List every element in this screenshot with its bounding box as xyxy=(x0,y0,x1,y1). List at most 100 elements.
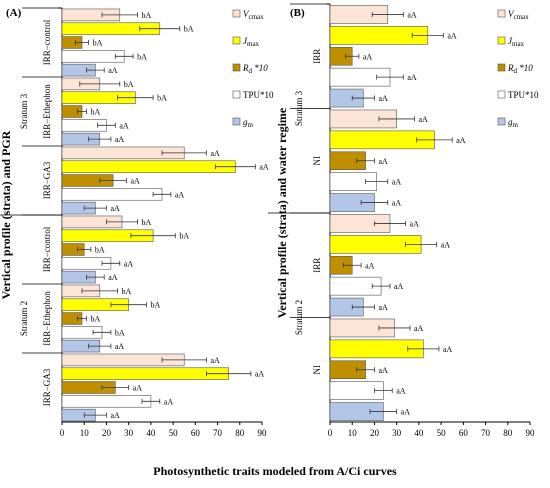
significance-label: aA xyxy=(392,199,402,208)
significance-label: aA xyxy=(110,204,120,213)
legend-label-tpu: TPU*10 xyxy=(508,90,539,100)
bar-tpu xyxy=(61,188,163,201)
significance-label: bA xyxy=(142,218,152,227)
significance-label: aA xyxy=(115,342,125,351)
x-tick-label: 30 xyxy=(124,428,134,438)
stratum-label: Stratum 3 xyxy=(294,90,304,126)
significance-label: aA xyxy=(124,259,134,268)
legend-swatch-jmax xyxy=(497,36,506,45)
x-tick-label: 10 xyxy=(80,428,90,438)
significance-label: aA xyxy=(418,115,428,124)
legend-swatch-jmax xyxy=(232,36,241,45)
legend-swatch-rd xyxy=(232,63,241,72)
significance-label: aA xyxy=(259,163,269,172)
group-label: IRR−control xyxy=(42,19,52,65)
legend-swatch-tpu xyxy=(232,90,241,99)
bar-tpu xyxy=(61,395,152,408)
panel-tag: (A) xyxy=(6,7,22,19)
x-tick-label: 70 xyxy=(213,428,223,438)
group-label: IRR−GA3 xyxy=(42,368,52,406)
x-tick-label: 60 xyxy=(191,428,201,438)
significance-label: aA xyxy=(115,135,125,144)
panel-tag: (B) xyxy=(290,7,305,19)
significance-label: bA xyxy=(157,94,167,103)
x-tick-label: 0 xyxy=(328,428,333,438)
y-axis-title: Vertical profile (strata) and water regi… xyxy=(275,107,289,318)
legend-label-gm: gm xyxy=(243,117,254,129)
legend-label-jmax: Jmax xyxy=(508,36,525,48)
significance-label: aA xyxy=(363,52,373,61)
x-tick-label: 40 xyxy=(146,428,156,438)
significance-label: bA xyxy=(90,315,100,324)
significance-label: bA xyxy=(90,108,100,117)
bar-jmax xyxy=(61,367,229,380)
legend-label-tpu: TPU*10 xyxy=(243,90,274,100)
x-tick-label: 50 xyxy=(169,428,179,438)
significance-label: aA xyxy=(456,136,466,145)
bar-jmax xyxy=(61,160,236,173)
group-label: IRR−GA3 xyxy=(42,161,52,199)
significance-label: bA xyxy=(137,52,147,61)
bar-tpu xyxy=(61,50,125,63)
significance-label: aA xyxy=(414,324,424,333)
x-tick-label: 90 xyxy=(526,428,536,438)
figure-x-axis-label: Photosynthetic traits modeled from A/Ci … xyxy=(153,464,397,478)
significance-label: aA xyxy=(164,397,174,406)
x-tick-label: 80 xyxy=(235,428,245,438)
legend-label-rd: Rd *10 xyxy=(507,63,533,75)
group-label: IRR xyxy=(312,49,322,64)
x-tick-label: 60 xyxy=(459,428,469,438)
significance-label: bA xyxy=(150,301,160,310)
significance-label: bA xyxy=(115,328,125,337)
x-tick-label: 50 xyxy=(437,428,447,438)
legend-swatch-vcmax xyxy=(232,9,241,18)
x-tick-label: 10 xyxy=(348,428,358,438)
significance-label: aA xyxy=(378,157,388,166)
x-tick-label: 80 xyxy=(503,428,513,438)
legend-label-rd: Rd *10 xyxy=(242,63,268,75)
legend-swatch-gm xyxy=(232,117,241,126)
significance-label: aA xyxy=(392,178,402,187)
y-axis-title: Vertical profile (strata) and PGR xyxy=(0,130,13,299)
significance-label: aA xyxy=(130,177,140,186)
x-tick-label: 90 xyxy=(258,428,268,438)
significance-label: aA xyxy=(407,73,417,82)
legend-swatch-gm xyxy=(497,117,506,126)
significance-label: aA xyxy=(401,408,411,417)
x-tick-label: 30 xyxy=(392,428,402,438)
chart-panel-b: (B) 0 10 20 30 40 50 60 70 80 90 IRR aA aA aA aA aA NI aA a… xyxy=(268,3,539,438)
chart-panel-a: (A) 0 10 20 30 40 50 60 70 80 90 IRR−control bA bA bA b… xyxy=(0,7,274,438)
group-label: IRR−Ethephon xyxy=(42,291,52,346)
legend-label-jmax: Jmax xyxy=(243,36,260,48)
stratum-label: Stratum 3 xyxy=(19,93,29,129)
significance-label: aA xyxy=(119,121,129,130)
legend-label-gm: gm xyxy=(508,117,519,129)
significance-label: aA xyxy=(108,273,118,282)
legend-swatch-vcmax xyxy=(497,9,506,18)
significance-label: aA xyxy=(378,94,388,103)
significance-label: aA xyxy=(255,370,265,379)
significance-label: aA xyxy=(108,66,118,75)
group-label: IRR xyxy=(312,258,322,273)
legend-swatch-rd xyxy=(497,63,506,72)
stratum-label: Stratum 2 xyxy=(294,300,304,335)
significance-label: aA xyxy=(210,356,220,365)
significance-label: aA xyxy=(110,411,120,420)
significance-label: aA xyxy=(410,219,420,228)
significance-label: aA xyxy=(396,387,406,396)
significance-label: aA xyxy=(175,190,185,199)
legend-label-vcmax: Vcmax xyxy=(508,9,529,21)
significance-label: bA xyxy=(93,39,103,48)
significance-label: aA xyxy=(443,345,453,354)
legend: Vcmax Jmax Rd *10 TPU*10 gm xyxy=(497,9,539,129)
significance-label: aA xyxy=(365,261,375,270)
group-label: NI xyxy=(312,156,322,166)
significance-label: aA xyxy=(394,282,404,291)
legend-swatch-tpu xyxy=(497,90,506,99)
significance-label: bA xyxy=(122,287,132,296)
stratum-label: Stratum 2 xyxy=(19,301,29,336)
significance-label: aA xyxy=(447,31,457,40)
significance-label: aA xyxy=(378,303,388,312)
significance-label: bA xyxy=(142,11,152,20)
